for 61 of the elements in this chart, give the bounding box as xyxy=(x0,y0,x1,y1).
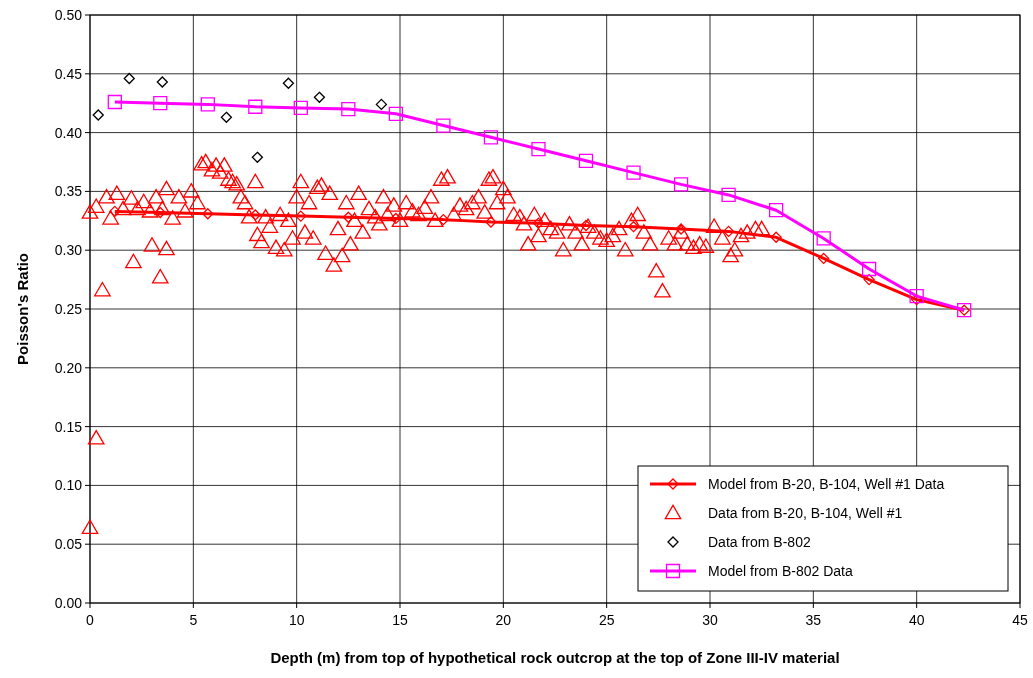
point xyxy=(626,165,641,180)
point xyxy=(375,98,388,111)
point xyxy=(341,101,356,117)
point xyxy=(313,91,326,103)
y-tick-label: 0.25 xyxy=(54,301,83,317)
legend-label: Model from B-20, B-104, Well #1 Data xyxy=(708,476,945,492)
point xyxy=(293,100,308,116)
x-tick-label: 30 xyxy=(702,612,718,628)
point xyxy=(202,208,214,220)
y-tick-label: 0.35 xyxy=(54,183,83,200)
point xyxy=(153,96,168,111)
point xyxy=(220,111,233,123)
y-tick-label: 0.10 xyxy=(54,477,83,494)
point xyxy=(911,293,923,306)
point xyxy=(437,213,450,226)
y-tick-label: 0.05 xyxy=(54,536,83,553)
y-tick-label: 0.45 xyxy=(54,65,83,82)
point xyxy=(818,252,830,265)
point xyxy=(485,216,497,228)
point xyxy=(578,153,594,168)
point xyxy=(909,288,924,304)
x-tick-label: 45 xyxy=(1012,612,1028,628)
x-tick-label: 35 xyxy=(805,612,822,628)
x-tick-label: 15 xyxy=(392,612,408,628)
point xyxy=(721,187,736,203)
point xyxy=(248,99,263,114)
point xyxy=(816,231,831,246)
x-tick-label: 40 xyxy=(908,612,925,628)
point xyxy=(156,76,168,88)
point xyxy=(531,141,546,157)
point xyxy=(123,72,135,85)
point xyxy=(863,273,875,286)
point xyxy=(861,261,877,277)
x-tick-label: 20 xyxy=(495,612,512,628)
y-tick-label: 0.40 xyxy=(54,124,83,141)
y-tick-label: 0.15 xyxy=(54,418,83,435)
y-tick-label: 0.50 xyxy=(54,7,83,23)
point xyxy=(436,118,451,133)
legend-label: Data from B-802 xyxy=(708,534,811,550)
point xyxy=(295,210,307,222)
x-tick-label: 0 xyxy=(86,612,95,628)
point xyxy=(388,106,404,121)
point xyxy=(673,177,689,192)
point xyxy=(770,231,782,243)
point xyxy=(107,94,122,110)
x-axis-title: Depth (m) from top of hypothetical rock outcrop at the top of Zone III-IV material xyxy=(270,649,840,666)
y-tick-label: 0.20 xyxy=(54,359,83,376)
legend-label: Data from B-20, B-104, Well #1 xyxy=(708,505,903,521)
x-tick-label: 10 xyxy=(288,612,305,628)
point xyxy=(768,203,784,218)
x-tick-label: 5 xyxy=(189,612,198,628)
y-tick-label: 0.00 xyxy=(54,595,83,611)
point xyxy=(483,130,499,145)
point xyxy=(282,77,295,89)
legend-label: Model from B-802 Data xyxy=(708,563,853,579)
point xyxy=(251,151,264,163)
y-axis-title: Poisson's Ratio xyxy=(14,253,31,365)
point xyxy=(200,97,215,112)
point xyxy=(92,109,104,121)
x-tick-label: 25 xyxy=(598,612,615,628)
y-tick-label: 0.30 xyxy=(54,242,83,259)
